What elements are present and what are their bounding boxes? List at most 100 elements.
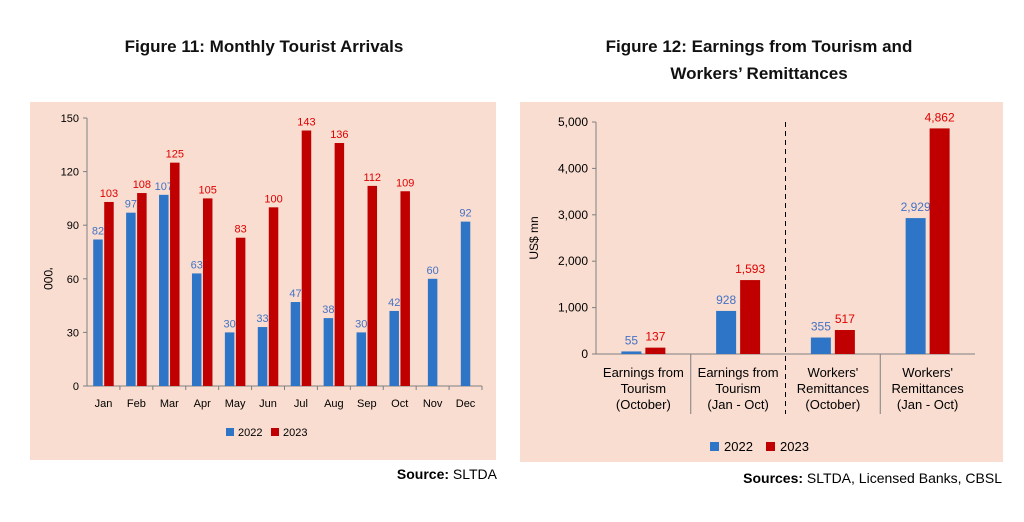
y-tick-label: 4,000 <box>558 161 588 175</box>
figure-12-source-value: SLTDA, Licensed Banks, CBSL <box>803 470 1002 486</box>
legend-label-2023: 2023 <box>780 439 809 454</box>
data-label-2022: 82 <box>92 225 104 237</box>
x-tick-label-line: Tourism <box>715 381 761 396</box>
y-tick-label: 2,000 <box>558 254 588 268</box>
figure-12-chart: 0 1,000 2,000 3,000 4,000 5,000 US$ mn Earnings… <box>527 110 975 454</box>
x-tick-label: Aug <box>324 398 344 410</box>
bar-2022 <box>159 194 169 386</box>
data-label-2022: 55 <box>625 333 639 347</box>
legend-swatch-2022 <box>710 442 719 451</box>
legend-swatch-2023 <box>766 442 775 451</box>
y-tick-label: 3,000 <box>558 208 588 222</box>
x-tick-label: Oct <box>391 398 408 410</box>
x-tick-label: Dec <box>456 398 476 410</box>
x-tick-label-line: (October) <box>805 397 860 412</box>
x-tick-label: Sep <box>357 398 377 410</box>
y-tick-label: 150 <box>61 113 79 125</box>
x-tick-label: Feb <box>127 398 146 410</box>
bar-2022 <box>93 239 103 386</box>
x-tick-label-line: Workers' <box>808 365 859 380</box>
bar-2023 <box>334 143 345 386</box>
x-tick-label: Nov <box>423 398 443 410</box>
y-tick-label: 0 <box>581 347 588 361</box>
bar-2023 <box>740 280 761 354</box>
data-label-2022: 38 <box>322 304 334 316</box>
bar-2023 <box>235 237 246 386</box>
data-label-2023: 136 <box>330 129 348 141</box>
data-label-2022: 63 <box>191 259 203 271</box>
data-label-2022: 30 <box>224 318 236 330</box>
bar-2023 <box>400 191 410 386</box>
x-tick-label: Mar <box>160 398 179 410</box>
y-tick-label: 60 <box>67 274 79 286</box>
data-label-2022: 2,929 <box>901 200 931 214</box>
data-label-2022: 92 <box>459 208 471 220</box>
bar-2023 <box>645 347 666 354</box>
bar-2023 <box>170 162 180 386</box>
figure-11-title: Figure 11: Monthly Tourist Arrivals <box>124 37 404 56</box>
data-label-2023: 83 <box>235 224 247 236</box>
x-tick-label-line: (October) <box>616 397 671 412</box>
data-label-2022: 42 <box>388 297 400 309</box>
y-axis-label: US$ mn <box>527 216 541 259</box>
data-label-2022: 97 <box>125 199 137 211</box>
bar-2022 <box>621 351 642 354</box>
data-label-2023: 517 <box>835 312 855 326</box>
x-tick-label: Jul <box>294 398 308 410</box>
y-tick-label: 5,000 <box>558 115 588 129</box>
y-tick-label: 30 <box>67 327 79 339</box>
x-tick-label: Jun <box>259 398 277 410</box>
x-tick-label: Jan <box>95 398 113 410</box>
bar-2023 <box>301 130 312 386</box>
bar-2022 <box>191 273 202 386</box>
legend-swatch-2023 <box>271 428 279 436</box>
bar-2022 <box>323 318 334 386</box>
figure-11-source-value: SLTDA <box>449 466 497 482</box>
bar-2023 <box>137 193 147 386</box>
bar-2023 <box>929 128 950 354</box>
bar-2023 <box>104 201 114 386</box>
bar-2022 <box>389 310 399 386</box>
data-label-2022: 30 <box>355 318 367 330</box>
data-label-2023: 103 <box>100 188 118 200</box>
legend-swatch-2022 <box>226 428 234 436</box>
bar-2022 <box>810 337 831 354</box>
figure-12-chart-panel: 0 1,000 2,000 3,000 4,000 5,000 US$ mn Earnings… <box>520 102 1003 462</box>
data-label-2022: 47 <box>289 288 301 300</box>
data-label-2022: 33 <box>256 313 268 325</box>
data-label-2022: 928 <box>716 293 736 307</box>
bar-2022 <box>427 278 438 386</box>
y-tick-label: 1,000 <box>558 301 588 315</box>
figure-11-chart: 0 30 60 90 120 150 '000 Jan 82 103 Feb 97 108 Mar 107 1… <box>41 113 483 439</box>
x-tick-label-line: Workers' <box>902 365 953 380</box>
figure-12-title: Figure 12: Earnings from Tourism and Wor… <box>605 37 913 83</box>
x-tick-label: Workers' Remittances (Jan - Oct) <box>892 365 965 412</box>
bar-2022 <box>716 310 737 354</box>
x-tick-label: Apr <box>194 398 211 410</box>
data-label-2023: 4,862 <box>925 110 955 124</box>
figure-11-source-label: Source: <box>396 466 450 482</box>
y-tick-label: 0 <box>73 381 79 393</box>
x-tick-label: Earnings from Tourism (Jan - Oct) <box>698 365 779 412</box>
bar-2022 <box>126 212 136 386</box>
legend-label-2023: 2023 <box>283 427 307 439</box>
figure-11-source: Source: SLTDA <box>397 466 497 482</box>
y-tick-label: 90 <box>67 220 79 232</box>
x-tick-label-line: Tourism <box>621 381 667 396</box>
data-label-2022: 355 <box>811 320 831 334</box>
x-tick-label-line: (Jan - Oct) <box>707 397 768 412</box>
x-tick-label: Earnings from Tourism (October) <box>603 365 684 412</box>
x-tick-label-line: Earnings from <box>603 365 684 380</box>
legend-label-2022: 2022 <box>238 427 262 439</box>
bar-2023 <box>268 207 279 386</box>
data-label-2022: 107 <box>155 181 173 193</box>
figure-12-source-label: Sources: <box>743 470 804 486</box>
data-label-2023: 143 <box>297 117 315 129</box>
x-tick-label-line: Earnings from <box>698 365 779 380</box>
data-label-2022: 60 <box>427 265 439 277</box>
figure-12-source: Sources: SLTDA, Licensed Banks, CBSL <box>743 470 1002 486</box>
bar-2023 <box>834 330 855 354</box>
data-label-2023: 125 <box>166 149 184 161</box>
data-label-2023: 109 <box>396 177 414 189</box>
x-tick-label-line: Remittances <box>892 381 965 396</box>
